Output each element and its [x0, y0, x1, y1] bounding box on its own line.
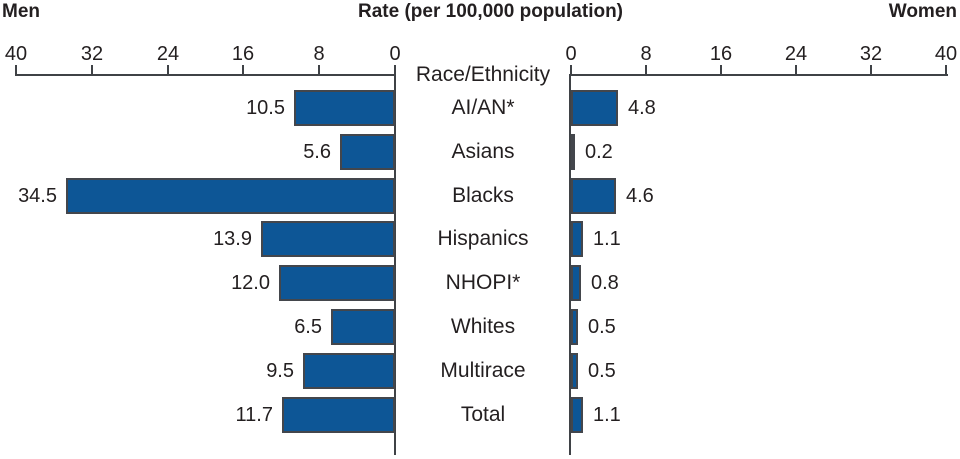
- women-axis-tick: [720, 65, 722, 74]
- women-bar: [571, 221, 583, 257]
- men-bar: [282, 397, 395, 433]
- men-side-header: Men: [2, 1, 40, 22]
- chart-title: Rate (per 100,000 population): [358, 1, 624, 22]
- men-axis-line: [15, 74, 396, 76]
- men-value-label: 5.6: [303, 141, 331, 163]
- women-axis-tick-label: 0: [565, 43, 577, 65]
- men-value-label: 6.5: [294, 316, 322, 338]
- women-value-label: 4.8: [628, 97, 656, 119]
- women-baseline: [569, 74, 571, 455]
- women-axis-tick-label: 16: [709, 43, 733, 65]
- category-label: Whites: [450, 315, 516, 338]
- men-value-label: 12.0: [231, 272, 270, 294]
- men-bar: [303, 353, 395, 389]
- women-value-label: 1.1: [593, 228, 621, 250]
- men-bar: [294, 90, 395, 126]
- category-label: Total: [460, 403, 506, 426]
- women-axis-tick-label: 8: [640, 43, 652, 65]
- women-bar: [571, 397, 583, 433]
- women-axis-tick: [645, 65, 647, 74]
- women-bar: [571, 353, 578, 389]
- women-axis-tick-label: 32: [859, 43, 883, 65]
- women-bar: [571, 178, 616, 214]
- men-value-label: 11.7: [235, 404, 273, 426]
- women-axis-line: [569, 74, 948, 76]
- women-side-header: Women: [888, 1, 957, 22]
- women-axis-tick: [795, 65, 797, 74]
- men-axis-tick: [394, 65, 396, 74]
- category-label: AI/AN*: [451, 96, 515, 119]
- men-value-label: 10.5: [246, 97, 285, 119]
- men-axis-tick: [91, 65, 93, 74]
- men-bar: [261, 221, 395, 257]
- women-value-label: 4.6: [626, 185, 654, 207]
- men-bar: [279, 265, 395, 301]
- category-label: Multirace: [440, 359, 526, 382]
- women-bar: [571, 309, 578, 345]
- women-axis-tick: [945, 65, 947, 74]
- women-axis-tick-label: 40: [934, 43, 958, 65]
- men-bar: [66, 178, 395, 214]
- men-axis-tick: [15, 65, 17, 74]
- women-value-label: 0.2: [585, 141, 613, 163]
- men-axis-tick-label: 24: [156, 43, 180, 65]
- women-axis-tick-label: 24: [784, 43, 808, 65]
- men-axis-tick-label: 0: [389, 43, 401, 65]
- men-axis-tick-label: 16: [231, 43, 255, 65]
- women-bar: [571, 134, 575, 170]
- men-value-label: 13.9: [213, 228, 252, 250]
- women-axis-tick: [570, 65, 572, 74]
- men-axis-tick-label: 32: [80, 43, 104, 65]
- women-value-label: 0.5: [588, 360, 616, 382]
- category-label: Blacks: [452, 184, 514, 207]
- category-axis-title: Race/Ethnicity: [415, 63, 551, 86]
- men-axis-tick: [167, 65, 169, 74]
- women-bar: [571, 265, 581, 301]
- men-axis-tick-label: 8: [313, 43, 325, 65]
- men-axis-tick: [242, 65, 244, 74]
- men-bar: [331, 309, 395, 345]
- women-value-label: 0.8: [591, 272, 619, 294]
- men-axis-tick: [318, 65, 320, 74]
- men-value-label: 34.5: [18, 185, 57, 207]
- category-label: NHOPI*: [445, 271, 521, 294]
- women-axis-tick: [870, 65, 872, 74]
- men-bar: [340, 134, 395, 170]
- category-label: Hispanics: [437, 227, 529, 250]
- women-value-label: 0.5: [588, 316, 616, 338]
- men-baseline: [394, 74, 396, 455]
- men-value-label: 9.5: [266, 360, 294, 382]
- women-value-label: 1.1: [593, 404, 621, 426]
- category-label: Asians: [451, 140, 515, 163]
- women-bar: [571, 90, 618, 126]
- men-axis-tick-label: 40: [4, 43, 28, 65]
